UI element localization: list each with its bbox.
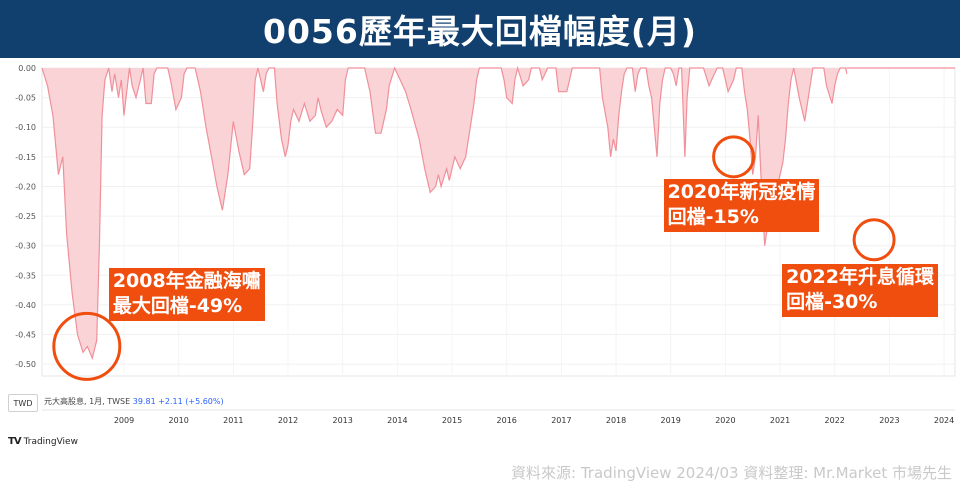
annotation-callout: 2022年升息循環 回檔-30% bbox=[782, 263, 938, 317]
x-tick-label: 2013 bbox=[333, 416, 353, 425]
currency-badge[interactable]: TWD bbox=[8, 394, 38, 412]
y-tick-label: -0.35 bbox=[15, 271, 36, 280]
annotation-circle bbox=[852, 218, 896, 262]
annotation-circle bbox=[52, 311, 122, 381]
x-tick-label: 2021 bbox=[770, 416, 790, 425]
source-note: 資料來源: TradingView 2024/03 資料整理: Mr.Marke… bbox=[511, 464, 952, 482]
x-tick-label: 2017 bbox=[551, 416, 571, 425]
currency-label: TWD bbox=[13, 398, 33, 408]
annotation-callout: 2008年金融海嘯 最大回檔-49% bbox=[108, 268, 265, 322]
annotation-line: 2008年金融海嘯 bbox=[112, 270, 261, 293]
symbol-value: 39.81 +2.11 (+5.60%) bbox=[132, 397, 224, 406]
y-tick-label: -0.20 bbox=[15, 182, 36, 191]
x-axis-band bbox=[0, 410, 960, 436]
chart-frame: 0.00 -0.05 -0.10 -0.15 -0.20 -0.25 -0.30 -0.35 -… bbox=[0, 58, 960, 444]
x-tick-label: 2020 bbox=[715, 416, 735, 425]
x-tick-label: 2023 bbox=[879, 416, 899, 425]
x-tick-label: 2022 bbox=[825, 416, 845, 425]
tradingview-brand[interactable]: TV TradingView bbox=[8, 436, 78, 447]
x-tick-label: 2014 bbox=[387, 416, 407, 425]
y-tick-label: -0.15 bbox=[15, 153, 36, 162]
symbol-text: 元大高股息, 1月, TWSE bbox=[44, 397, 131, 406]
symbol-legend: 元大高股息, 1月, TWSE 39.81 +2.11 (+5.60%) bbox=[44, 396, 224, 407]
annotation-callout: 2020年新冠疫情 回檔-15% bbox=[663, 178, 820, 232]
y-tick-label: -0.40 bbox=[15, 301, 36, 310]
y-tick-label: -0.30 bbox=[15, 242, 36, 251]
drawdown-chart: 0.00 -0.05 -0.10 -0.15 -0.20 -0.25 -0.30 -0.35 -… bbox=[0, 64, 960, 436]
annotation-line: 2022年升息循環 bbox=[786, 265, 934, 288]
drawdown-area bbox=[42, 68, 847, 359]
annotation-line: 回檔-30% bbox=[786, 290, 878, 313]
annotation-circle bbox=[712, 135, 756, 179]
drawdown-line bbox=[41, 65, 848, 361]
x-tick-label: 2011 bbox=[223, 416, 243, 425]
chart-title: 0056歷年最大回檔幅度(月) bbox=[262, 12, 697, 51]
x-tick-label: 2015 bbox=[442, 416, 462, 425]
y-tick-label: -0.50 bbox=[15, 360, 36, 369]
brand-label: TradingView bbox=[23, 436, 78, 447]
x-tick-label: 2024 bbox=[934, 416, 954, 425]
annotation-line: 回檔-15% bbox=[667, 205, 759, 228]
x-tick-label: 2012 bbox=[278, 416, 298, 425]
y-tick-label: -0.10 bbox=[15, 123, 36, 132]
annotation-line: 最大回檔-49% bbox=[112, 295, 243, 318]
x-tick-label: 2009 bbox=[114, 416, 134, 425]
x-tick-label: 2019 bbox=[661, 416, 681, 425]
title-bar: 0056歷年最大回檔幅度(月) bbox=[0, 0, 960, 58]
x-tick-label: 2010 bbox=[168, 416, 188, 425]
tradingview-logo-icon: TV bbox=[8, 436, 22, 447]
y-tick-label: -0.05 bbox=[15, 94, 36, 103]
y-tick-label: 0.00 bbox=[18, 64, 36, 73]
y-tick-label: -0.25 bbox=[15, 212, 36, 221]
y-tick-label: -0.45 bbox=[15, 331, 36, 340]
annotation-line: 2020年新冠疫情 bbox=[667, 180, 816, 203]
x-tick-label: 2018 bbox=[606, 416, 626, 425]
x-tick-label: 2016 bbox=[497, 416, 517, 425]
